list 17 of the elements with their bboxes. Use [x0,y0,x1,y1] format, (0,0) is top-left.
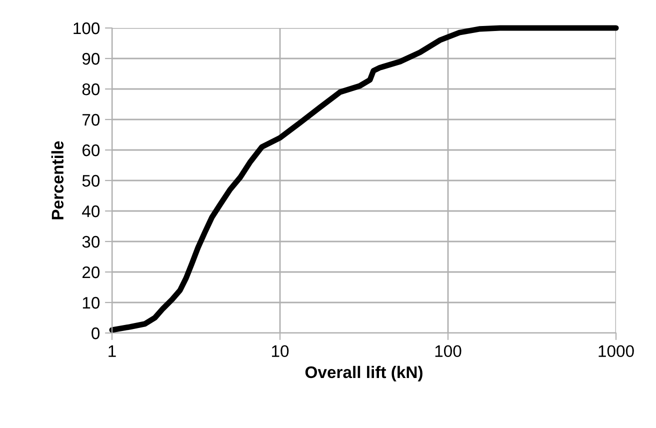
y-tick-label: 20 [82,266,100,278]
y-tick-label: 80 [82,83,100,96]
x-tick-label: 1 [108,345,116,357]
x-tick-label: 100 [435,345,462,358]
x-axis-title: Overall lift (kN) [305,366,422,382]
x-tick-label: 10 [272,345,289,358]
y-tick-label: 40 [82,205,100,218]
y-tick-label: 50 [82,174,100,187]
y-axis-title: Percentile [51,141,64,220]
y-tick-label: 90 [82,52,100,65]
x-tick-label: 1000 [598,345,634,358]
y-tick-label: 70 [82,114,100,126]
y-tick-label: 10 [82,296,100,309]
y-tick-label: 60 [82,144,100,156]
y-tick-label: 0 [92,327,100,340]
y-tick-label: 30 [82,236,100,248]
y-tick-label: 100 [74,22,100,34]
